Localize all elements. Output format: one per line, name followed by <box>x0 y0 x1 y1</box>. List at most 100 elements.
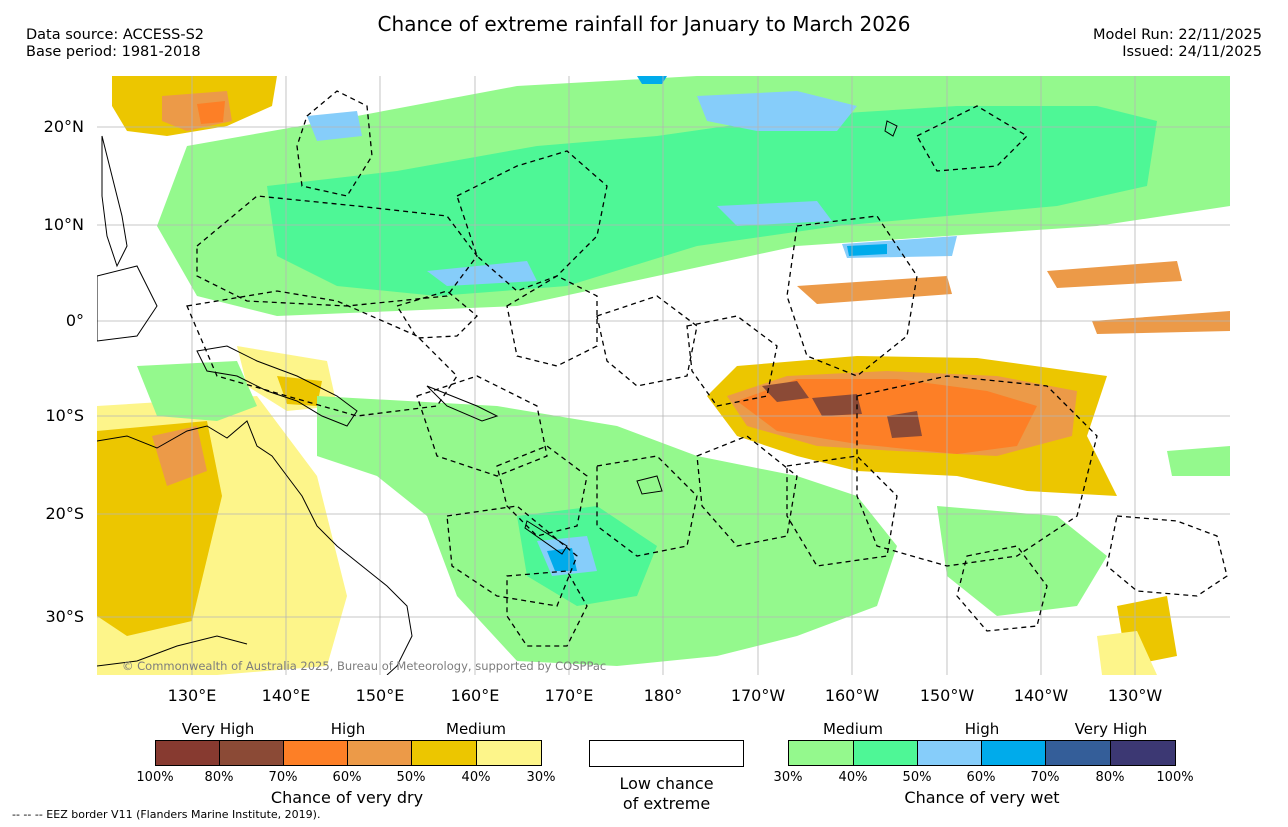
wet-label-high: High <box>964 720 1000 738</box>
lon-label-160e: 160°E <box>450 686 500 705</box>
data-source-text: Data source: ACCESS-S2 <box>26 27 205 43</box>
dry-swatch-70-80 <box>219 740 284 766</box>
eez-solomon <box>416 375 548 477</box>
wet-tick-30: 30% <box>773 770 803 785</box>
dry-swatch-30-40 <box>476 740 542 766</box>
wet-swatch-50-60 <box>917 740 982 766</box>
new-caledonia-coast <box>524 520 568 555</box>
wet-label-medium: Medium <box>823 720 883 738</box>
lon-label-140w: 140°W <box>1013 686 1069 705</box>
low-chance-caption: Low chance of extreme <box>560 774 773 814</box>
base-period-text: Base period: 1981-2018 <box>26 44 201 60</box>
wet-region-cyan-5 <box>307 111 362 141</box>
wet-region-cyan-2 <box>427 261 537 286</box>
lat-label-20n: 20°N <box>43 117 84 136</box>
dry-region-central-pacific-orange <box>737 379 1037 454</box>
borneo-coast <box>97 265 158 342</box>
eez-pitcairn <box>1106 515 1228 597</box>
wet-tick-50: 50% <box>902 770 932 785</box>
australia-coast <box>97 420 413 675</box>
dry-tick-80: 80% <box>204 770 234 785</box>
lon-label-170w: 170°W <box>730 686 786 705</box>
graticule <box>97 76 1230 675</box>
wet-region-png-north <box>137 361 257 421</box>
low-chance-swatch <box>589 740 744 767</box>
wet-swatch-70-80 <box>1045 740 1111 766</box>
lat-label-0: 0° <box>65 311 84 330</box>
header-left: Data source: ACCESS-S2 Base period: 1981… <box>26 27 204 61</box>
wet-caption: Chance of very wet <box>904 788 1060 807</box>
fiji-coast <box>636 475 663 495</box>
dry-region-central-pacific-brown-1 <box>762 381 809 402</box>
wet-tick-70: 70% <box>1030 770 1060 785</box>
eez-png <box>186 290 458 417</box>
wet-label-very-high: Very High <box>1074 720 1148 738</box>
dry-tick-30: 30% <box>526 770 556 785</box>
wet-region-blue-1 <box>637 76 667 84</box>
wet-tick-60: 60% <box>966 770 996 785</box>
dry-swatch-40-50 <box>411 740 477 766</box>
lat-label-10s: 10°S <box>45 406 84 425</box>
lon-label-150w: 150°W <box>919 686 975 705</box>
wet-region-east <box>1167 446 1230 476</box>
wet-region-cyan-1 <box>697 91 857 131</box>
dry-region-southeast-light <box>1097 631 1157 675</box>
eez-tuvalu <box>596 295 698 387</box>
lat-label-20s: 20°S <box>45 504 84 523</box>
lon-label-130w: 130°W <box>1107 686 1163 705</box>
dry-swatch-60-70 <box>283 740 348 766</box>
lon-label-130e: 130°E <box>167 686 217 705</box>
eez-kiribati-west <box>506 275 598 367</box>
eez-marshall <box>456 150 608 292</box>
solomon-coast <box>426 385 499 422</box>
lon-label-140e: 140°E <box>261 686 311 705</box>
dry-swatch-50-60 <box>347 740 412 766</box>
hawaii-coast <box>884 120 898 137</box>
eez-nz-south <box>506 570 588 647</box>
dry-region-equatorial <box>797 276 952 304</box>
wet-region-cyan-3 <box>717 201 832 226</box>
wet-region-blue-2 <box>847 244 887 256</box>
eez-nz-kermadec <box>956 545 1048 632</box>
eez-kiribati-phoenix <box>686 315 778 407</box>
wet-tick-80: 80% <box>1095 770 1125 785</box>
wet-tick-100: 100% <box>1156 770 1194 785</box>
lon-label-170e: 170°E <box>544 686 594 705</box>
low-chance-line2: of extreme <box>622 794 711 813</box>
dry-caption: Chance of very dry <box>270 788 424 807</box>
dry-region-central-pacific-brown-2 <box>812 394 862 416</box>
eez-tonga <box>696 435 798 547</box>
lon-label-160w: 160°W <box>824 686 880 705</box>
lon-label-150e: 150°E <box>355 686 405 705</box>
dry-region-equatorial-east <box>1047 261 1182 288</box>
dry-region-australia-orange <box>152 426 207 486</box>
low-chance-line1: Low chance <box>619 774 714 793</box>
dry-label-very-high: Very High <box>181 720 255 738</box>
eez-guam <box>296 90 373 197</box>
new-guinea-coast <box>196 345 358 427</box>
wet-region-north-band-2 <box>267 106 1157 296</box>
eez-hawaii <box>916 105 1029 172</box>
dry-tick-60: 60% <box>332 770 362 785</box>
wet-region-south-blue <box>547 548 577 571</box>
wet-swatch-80-100 <box>1110 740 1176 766</box>
wet-swatch-30-40 <box>788 740 854 766</box>
dry-tick-100: 100% <box>136 770 174 785</box>
dry-anomaly-regions <box>97 76 1230 675</box>
australia-coast-south <box>97 635 248 667</box>
dry-region-central-pacific-brown-3 <box>887 411 922 438</box>
dry-tick-50: 50% <box>396 770 426 785</box>
eez-kiribati-line <box>786 215 918 377</box>
dry-tick-70: 70% <box>268 770 298 785</box>
copyright-text: © Commonwealth of Australia 2025, Bureau… <box>122 659 606 673</box>
eez-borders <box>186 90 1228 647</box>
issued-text: Issued: 24/11/2025 <box>1122 44 1262 60</box>
map-title: Chance of extreme rainfall for January t… <box>377 12 911 36</box>
wet-region-southeast <box>937 506 1107 616</box>
wet-swatch-60-70 <box>981 740 1046 766</box>
eez-french-polynesia <box>856 375 1098 567</box>
dry-swatch-80-100 <box>155 740 220 766</box>
eez-fsm <box>196 195 478 307</box>
wet-swatch-40-50 <box>853 740 918 766</box>
coastlines <box>97 120 898 675</box>
